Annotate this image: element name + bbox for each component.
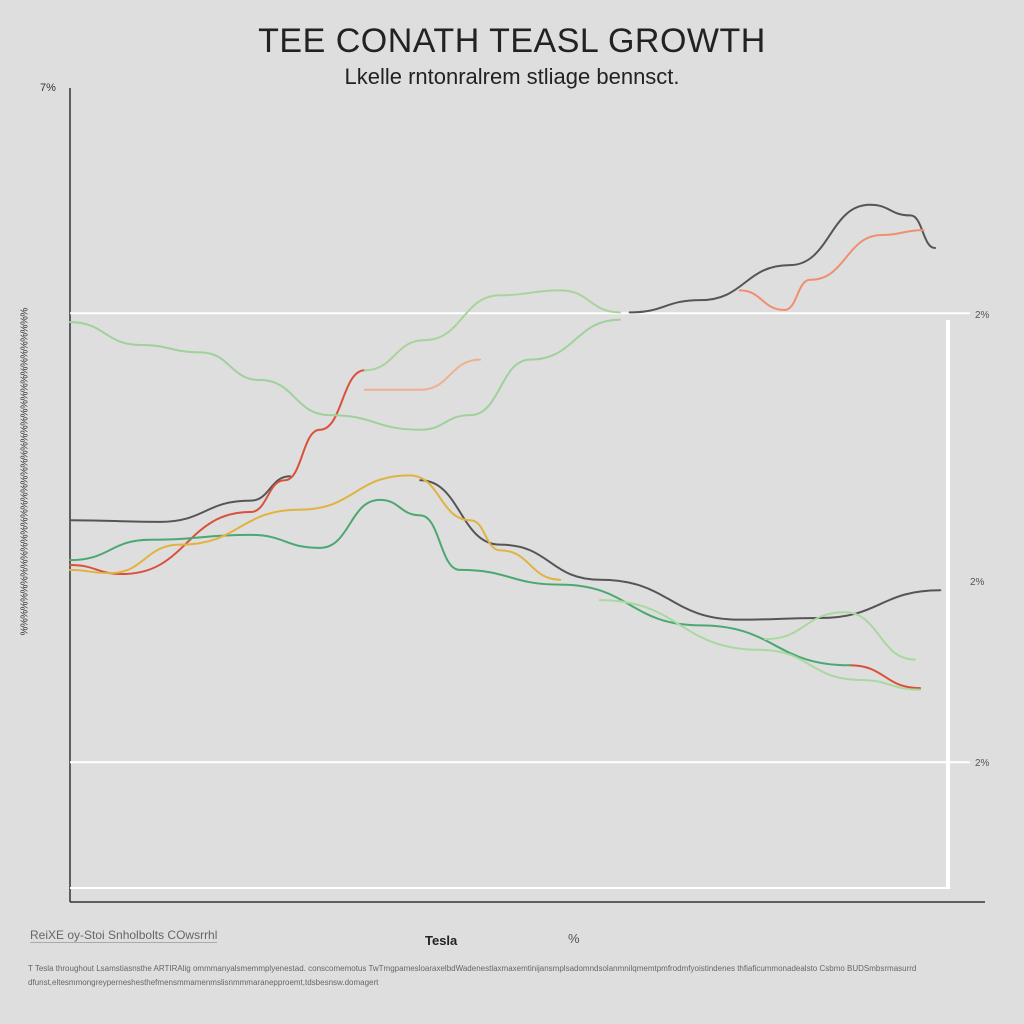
series-line-9	[764, 611, 916, 661]
footnote: T Tesla throughout Lsamstiasnsthe ARTIRA…	[28, 964, 917, 973]
y-top-label: 7%	[40, 82, 56, 94]
series-line-3	[69, 369, 366, 576]
legend-item: Tesla	[425, 933, 458, 948]
right-label: 2%	[975, 758, 990, 769]
series-line-11	[363, 358, 482, 391]
series-line-1	[628, 203, 937, 314]
footnote: dfunst,eltesmmongreyperneshesthefmensmma…	[28, 978, 379, 987]
series-line-4	[848, 664, 922, 690]
series-line-8	[598, 599, 922, 691]
series-line-0	[69, 475, 291, 523]
series-line-5	[69, 318, 621, 431]
series-line-12	[738, 229, 925, 311]
legend-item: %	[568, 931, 580, 946]
right-label: 2%	[975, 310, 990, 321]
series-line-6	[363, 289, 621, 372]
chart-title: TEE CONATH TEASL GROWTH	[258, 22, 766, 60]
series-line-7	[69, 498, 851, 667]
series-line-10	[69, 474, 562, 581]
chart-subtitle: Lkelle rntonralrem stliage bennsct.	[344, 64, 680, 89]
source-note: ReiXE oy-Stoi Snholbolts COwsrrhl	[30, 928, 218, 943]
right-label: 2%	[970, 577, 985, 588]
series-line-2	[419, 479, 942, 621]
